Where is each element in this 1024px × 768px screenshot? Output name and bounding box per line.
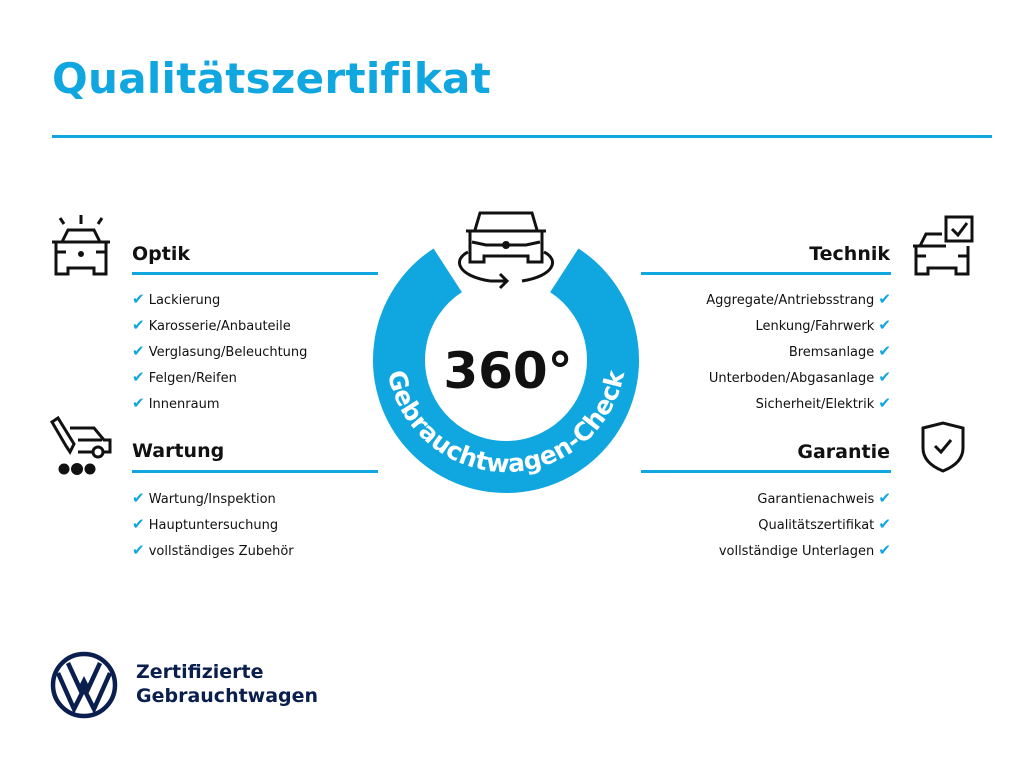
list-item: Bremsanlage ✔	[788, 342, 891, 360]
check-icon: ✔	[132, 541, 145, 559]
list-item: Sicherheit/Elektrik ✔	[755, 394, 891, 412]
list-item: Lenkung/Fahrwerk ✔	[755, 316, 891, 334]
list-item: ✔ vollständiges Zubehör	[132, 541, 294, 559]
section-divider	[641, 470, 891, 473]
check-icon: ✔	[132, 515, 145, 533]
check-icon: ✔	[132, 368, 145, 386]
check-icon: ✔	[132, 394, 145, 412]
check-icon: ✔	[878, 368, 891, 386]
garantie-list: Garantienachweis ✔ Qualitätszertifikat ✔…	[719, 486, 891, 564]
footer-brand-text: Zertifizierte Gebrauchtwagen	[136, 661, 319, 707]
check-icon: ✔	[878, 394, 891, 412]
optik-list: ✔ Lackierung ✔ Karosserie/Anbauteile ✔ V…	[132, 287, 307, 417]
section-divider	[641, 272, 891, 275]
divider	[52, 135, 992, 138]
badge-ring	[373, 248, 639, 494]
check-icon: ✔	[878, 489, 891, 507]
list-item: Qualitätszertifikat ✔	[758, 515, 891, 533]
section-divider	[132, 470, 378, 473]
list-item: ✔ Innenraum	[132, 394, 220, 412]
section-divider	[132, 272, 378, 275]
shield-check-icon	[921, 421, 965, 473]
page-title: Qualitätszertifikat	[52, 54, 492, 103]
check-icon: ✔	[878, 342, 891, 360]
check-icon: ✔	[132, 316, 145, 334]
list-item: Unterboden/Abgasanlage ✔	[708, 368, 891, 386]
section-title-wartung: Wartung	[132, 440, 225, 462]
check-icon: ✔	[878, 515, 891, 533]
vw-logo	[50, 651, 118, 719]
list-item: ✔ Felgen/Reifen	[132, 368, 237, 386]
list-item: Garantienachweis ✔	[757, 489, 891, 507]
badge-value: 360°	[443, 342, 572, 400]
section-title-garantie: Garantie	[797, 441, 890, 463]
list-item: vollständige Unterlagen ✔	[718, 541, 891, 559]
car-lights-icon	[52, 215, 110, 276]
technik-list: Aggregate/Antriebsstrang ✔ Lenkung/Fahrw…	[706, 287, 891, 417]
list-item: ✔ Hauptuntersuchung	[132, 515, 279, 533]
car-service-icon	[49, 415, 112, 475]
list-item: ✔ Verglasung/Beleuchtung	[132, 342, 308, 360]
check-icon: ✔	[878, 316, 891, 334]
check-icon: ✔	[132, 290, 145, 308]
car-checkbox-icon	[913, 215, 974, 276]
list-item: ✔ Wartung/Inspektion	[132, 489, 276, 507]
list-item: ✔ Karosserie/Anbauteile	[132, 316, 291, 334]
section-title-optik: Optik	[132, 243, 190, 265]
wartung-list: ✔ Wartung/Inspektion ✔ Hauptuntersuchung…	[132, 486, 294, 564]
car-rotate-icon	[457, 211, 555, 290]
check-icon: ✔	[878, 290, 891, 308]
check-icon: ✔	[132, 489, 145, 507]
list-item: Aggregate/Antriebsstrang ✔	[706, 290, 891, 308]
check-icon: ✔	[878, 541, 891, 559]
check-icon: ✔	[132, 342, 145, 360]
section-title-technik: Technik	[809, 243, 890, 265]
list-item: ✔ Lackierung	[132, 290, 221, 308]
